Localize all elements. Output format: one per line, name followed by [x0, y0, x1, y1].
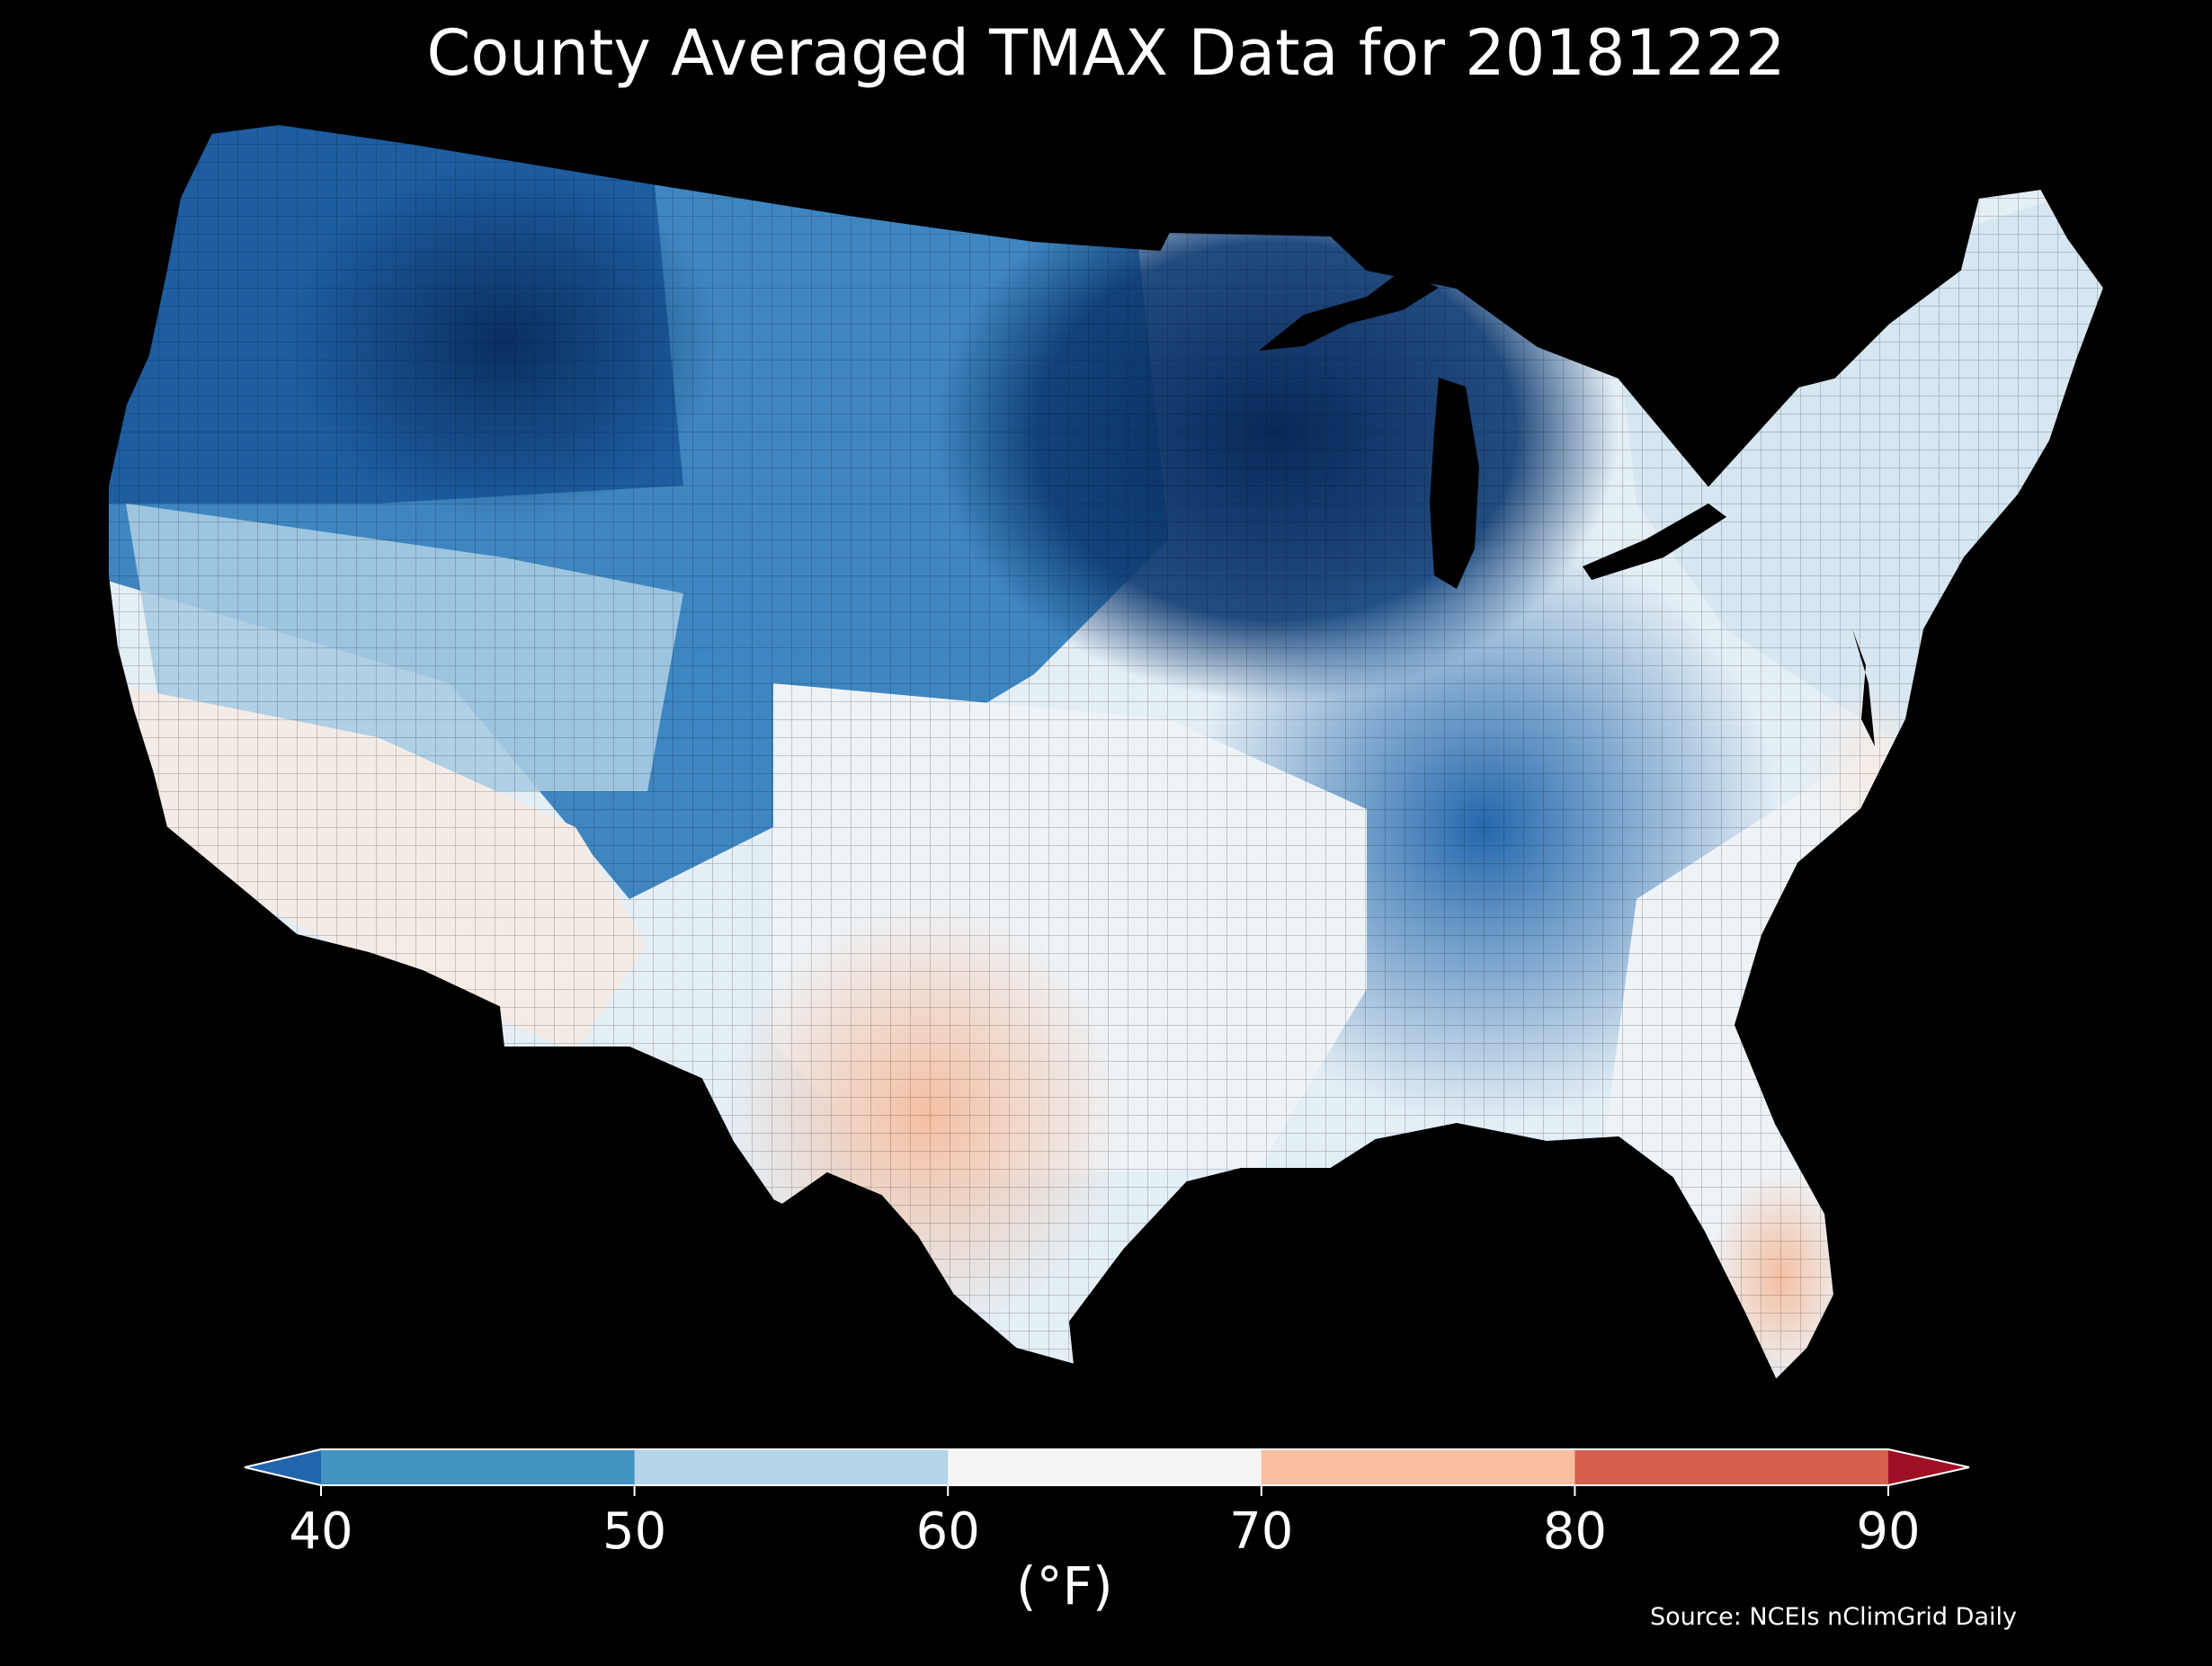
colorbar-bin — [1261, 1449, 1575, 1485]
lake-michigan — [1430, 378, 1479, 589]
us-outline — [107, 122, 2106, 1382]
colorbar-bin — [948, 1449, 1262, 1485]
colorbar-tick-label: 90 — [1856, 1502, 1920, 1561]
colorbar-tick-label: 60 — [916, 1502, 980, 1561]
colorbar-tick-label: 40 — [289, 1502, 352, 1561]
colorbar-arrow-low — [245, 1449, 321, 1485]
lake-erie — [1583, 503, 1726, 580]
colorbar-arrow-high — [1888, 1449, 1969, 1485]
source-credit: Source: NCEIs nClimGrid Daily — [1650, 1603, 2017, 1631]
colorbar-tick-label: 70 — [1229, 1502, 1293, 1561]
colorbar-bin — [634, 1449, 949, 1485]
lake-superior — [1259, 270, 1439, 351]
colorbar-bin — [321, 1449, 636, 1485]
chesapeake-bay — [1852, 629, 1875, 746]
colorbar-bin — [1574, 1449, 1889, 1485]
colorbar-tick-label: 50 — [602, 1502, 666, 1561]
colorbar-tick-label: 80 — [1543, 1502, 1607, 1561]
colorbar-units-label: (°F) — [1016, 1555, 1113, 1617]
map-title: County Averaged TMAX Data for 20181222 — [426, 16, 1786, 90]
